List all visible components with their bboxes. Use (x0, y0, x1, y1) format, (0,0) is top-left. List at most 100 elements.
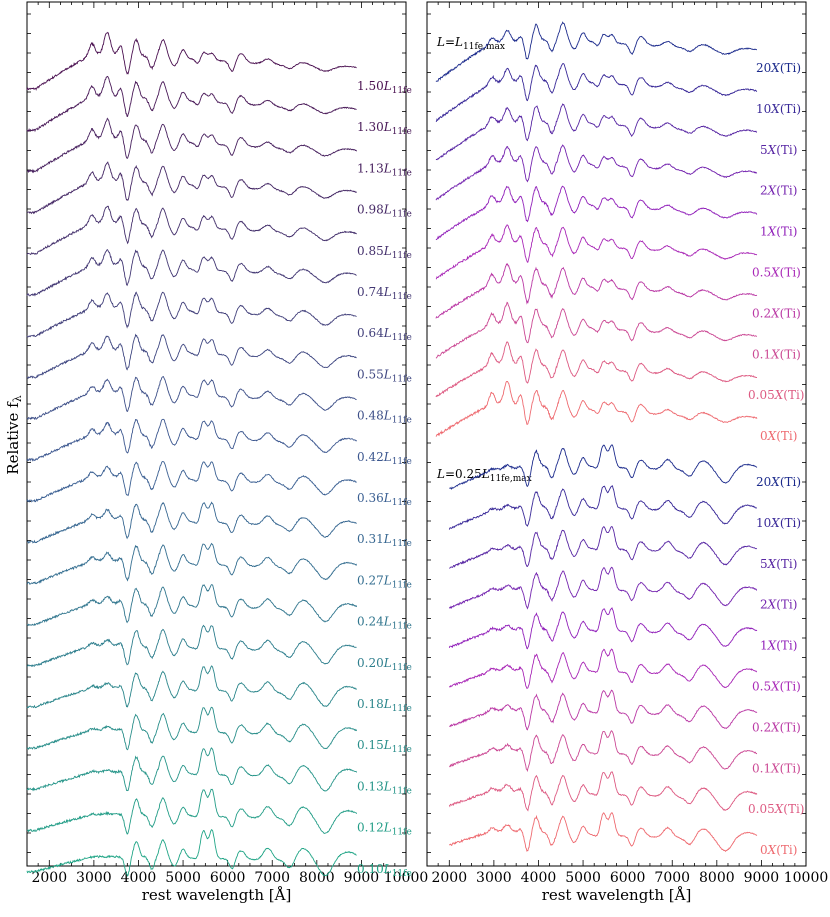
series-label-var: X (767, 429, 777, 443)
spectrum-line (26, 501, 357, 544)
series-label-value: 0.27 (357, 573, 384, 587)
series-label-var: L (383, 367, 392, 381)
series-label-var: L (383, 285, 392, 299)
series-label-suffix: (Ti) (780, 720, 801, 734)
series-label: 0.64L11fe (357, 326, 412, 343)
series-label-var: X (770, 475, 780, 489)
spectrum-line (435, 144, 758, 201)
series-label: 0.98L11fe (357, 203, 412, 220)
series-label-value: 0.42 (357, 450, 384, 464)
series-label-var: X (770, 266, 780, 280)
series-label-sub: 11fe (392, 127, 412, 137)
series-label-value: 0.98 (357, 203, 384, 217)
annotation-var: L (436, 35, 445, 49)
spectrum-line (435, 63, 758, 123)
series-label-sub: 11fe (392, 168, 412, 178)
series-label: 0.05X(Ti) (748, 802, 804, 816)
x-tick-label: 2000 (31, 870, 67, 886)
series-label-value: 1.30 (357, 120, 384, 134)
x-tick-label: 7000 (254, 870, 290, 886)
series-label-sub: 11fe (392, 622, 412, 632)
series-label-var: L (383, 203, 392, 217)
y-axis-label: Relative fλ (4, 395, 24, 474)
spectrum-line (26, 376, 357, 421)
spectrum-line (435, 21, 757, 82)
series-label-value: 20 (756, 475, 771, 489)
spectrum-line (448, 566, 757, 610)
series-label-sub: 11fe (392, 745, 412, 755)
spectrum-line (449, 444, 758, 490)
spectrum-line (435, 103, 758, 161)
plot-frame (426, 1, 807, 867)
spectrum-line (26, 665, 357, 709)
series-label-sub: 11fe (392, 416, 412, 426)
series-label-var: L (383, 244, 392, 258)
series-label-value: 0.15 (357, 738, 384, 752)
series-label-value: 0.85 (357, 244, 384, 258)
series-label-sub: 11fe (392, 498, 412, 508)
spectrum-line (26, 418, 357, 462)
series-label: 0.05X(Ti) (748, 388, 804, 402)
series-label: 0.20L11fe (357, 656, 412, 673)
series-label-var: X (767, 598, 777, 612)
spectrum-line (26, 291, 357, 338)
spectrum-line (26, 624, 357, 667)
series-label-value: 1.50 (357, 79, 384, 93)
series-label: 0.1X(Ti) (752, 347, 801, 361)
series-label: 0.85L11fe (357, 244, 412, 261)
x-tick-label: 5000 (165, 870, 201, 886)
series-label-var: X (767, 557, 777, 571)
spectrum-line (26, 788, 358, 835)
x-axis-label: rest wavelength [Å] (542, 886, 692, 904)
series-label-var: L (383, 697, 392, 711)
series-label-suffix: (Ti) (780, 680, 801, 694)
series-label-value: 0 (760, 429, 768, 443)
series-label: 0.27L11fe (357, 573, 412, 590)
series-label: 0.1X(Ti) (752, 761, 801, 775)
series-label-value: 2 (760, 184, 768, 198)
series-label-value: 20 (756, 61, 771, 75)
series-label: 0.48L11fe (357, 409, 412, 426)
series-label-value: 0.05 (748, 388, 775, 402)
spectrum-line (26, 706, 358, 751)
series-label-suffix: (Ti) (776, 429, 797, 443)
series-label-value: 0.18 (357, 697, 384, 711)
series-label-suffix: (Ti) (776, 184, 797, 198)
annotation-sub: 11fe,max (463, 42, 505, 52)
series-label: 0X(Ti) (760, 843, 797, 857)
annotation-var: L (436, 467, 445, 481)
spectrum-line (448, 485, 757, 530)
series-label-suffix: (Ti) (780, 475, 801, 489)
series-label-value: 0.74 (357, 285, 384, 299)
spectrum-line (26, 747, 358, 792)
spectrum-line (449, 525, 758, 569)
x-axis-label: rest wavelength [Å] (142, 886, 292, 904)
series-label-value: 0.10 (357, 862, 384, 876)
series-label-var: L (383, 450, 392, 464)
spectrum-line (448, 771, 758, 812)
group-annotation: L=0.25L11fe,max (436, 467, 532, 484)
series-label: 0.5X(Ti) (752, 266, 801, 280)
series-label-suffix: (Ti) (783, 802, 804, 816)
annotation-sub: 11fe,max (490, 474, 532, 484)
series-label-suffix: (Ti) (783, 388, 804, 402)
annotation-eq: = (445, 35, 455, 49)
series-label-suffix: (Ti) (776, 143, 797, 157)
series-label-sub: 11fe (392, 251, 412, 261)
series-label: 0.2X(Ti) (752, 306, 801, 320)
annotation-sub-var: L (481, 467, 490, 481)
series-label-value: 0.36 (357, 491, 384, 505)
series-label: 0X(Ti) (760, 429, 797, 443)
spectrum-line (26, 31, 357, 91)
spectrum-line (448, 607, 758, 650)
series-label-var: X (770, 306, 780, 320)
spectrum-line (435, 341, 758, 398)
series-label-value: 0.20 (357, 656, 384, 670)
series-label: 0.55L11fe (357, 367, 412, 384)
series-label-sub: 11fe (392, 663, 412, 673)
x-tick-label: 8000 (299, 870, 335, 886)
series-label-var: L (383, 491, 392, 505)
series-label-var: X (767, 143, 777, 157)
series-label-var: L (383, 532, 392, 546)
series-label-sub: 11fe (392, 374, 412, 384)
